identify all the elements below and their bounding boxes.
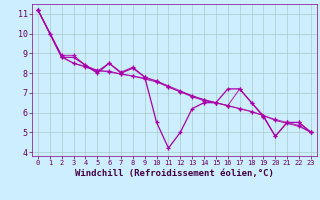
X-axis label: Windchill (Refroidissement éolien,°C): Windchill (Refroidissement éolien,°C): [75, 169, 274, 178]
